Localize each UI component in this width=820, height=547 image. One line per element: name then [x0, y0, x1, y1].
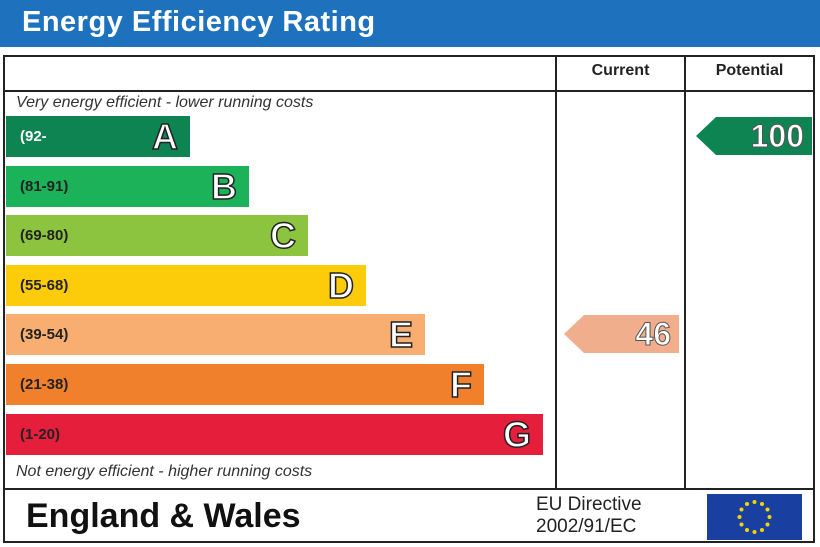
band-letter: G: [502, 413, 532, 456]
directive-line2: 2002/91/EC: [536, 516, 637, 537]
band-e: (39-54) E: [6, 313, 425, 356]
band-letter: E: [388, 313, 414, 356]
header-divider: [3, 90, 815, 92]
top-note: Very energy efficient - lower running co…: [16, 94, 314, 111]
band-range-label: (21-38): [20, 376, 69, 393]
band-range-label: (55-68): [20, 277, 69, 294]
band-c: (69-80) C: [6, 214, 308, 257]
potential-column-header: Potential: [715, 62, 784, 79]
band-range-label: (1-20): [20, 426, 61, 443]
band-a: (92- A: [6, 115, 190, 158]
band-range-label: (39-54): [20, 326, 69, 343]
directive-line1: EU Directive: [536, 494, 642, 515]
footer-divider: [3, 488, 815, 490]
star-icon: [737, 515, 742, 519]
region-label: England & Wales: [26, 497, 301, 535]
star-icon: [760, 527, 764, 532]
bottom-note: Not energy efficient - higher running co…: [16, 463, 313, 480]
eu-flag: [707, 494, 802, 540]
current-column-header: Current: [591, 62, 650, 79]
band-letter: A: [151, 115, 179, 158]
potential-rating-value: 100: [750, 118, 804, 155]
chart-title: Energy Efficiency Rating: [22, 6, 376, 38]
rating-frame: [3, 55, 815, 543]
star-icon: [767, 515, 772, 519]
star-icon: [739, 507, 744, 512]
eu-stars: [737, 500, 772, 534]
star-icon: [745, 502, 749, 507]
band-g: (1-20) G: [6, 413, 543, 456]
star-icon: [765, 507, 770, 512]
potential-column-divider: [684, 55, 686, 489]
current-rating-arrow: 46: [564, 315, 679, 353]
band-letter: C: [269, 214, 297, 257]
star-icon: [765, 522, 770, 527]
star-icon: [739, 522, 744, 527]
band-range-label: (69-80): [20, 227, 69, 244]
current-column-divider: [555, 55, 557, 489]
star-icon: [760, 502, 764, 507]
title-bar: Energy Efficiency Rating: [0, 0, 820, 47]
band-letter: B: [210, 165, 238, 208]
star-icon: [752, 530, 757, 534]
band-range-label: (81-91): [20, 178, 69, 195]
band-letter: F: [449, 363, 473, 406]
current-rating-value: 46: [635, 316, 672, 353]
star-icon: [745, 527, 749, 532]
band-letter: D: [327, 264, 355, 307]
star-icon: [752, 500, 757, 504]
band-range-label: (92-: [20, 128, 47, 145]
band-f: (21-38) F: [6, 363, 484, 406]
band-d: (55-68) D: [6, 264, 366, 307]
band-b: (81-91) B: [6, 165, 249, 208]
potential-rating-arrow: 100: [696, 117, 812, 155]
